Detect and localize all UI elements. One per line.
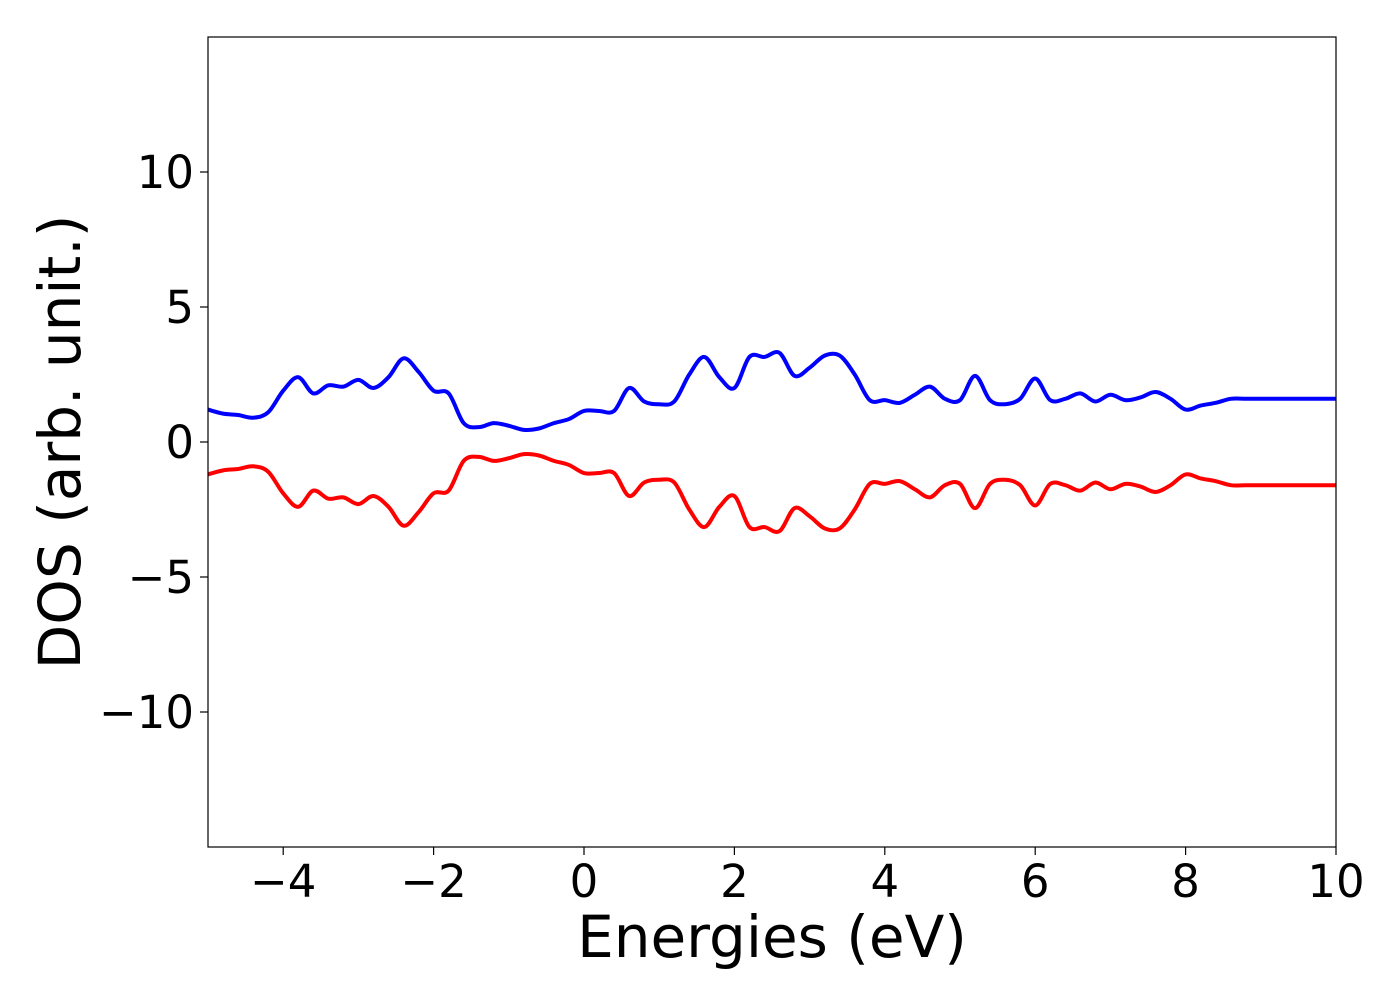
x-tick-label: −2 — [400, 855, 466, 908]
y-axis-title: DOS (arb. unit.) — [26, 215, 94, 670]
series-line-1 — [207, 350, 1336, 432]
x-tick-label: −4 — [250, 855, 316, 908]
x-tick-label: 0 — [570, 855, 599, 908]
x-tick-label: 4 — [870, 855, 899, 908]
x-axis-title: Energies (eV) — [577, 903, 967, 971]
y-tick-label: −5 — [128, 551, 194, 604]
y-tick-label: −10 — [99, 686, 194, 739]
series-group — [207, 350, 1336, 534]
y-tick-label: 10 — [137, 146, 194, 199]
x-tick-label: 8 — [1171, 855, 1200, 908]
x-tick-label: 10 — [1307, 855, 1364, 908]
x-tick-label: 2 — [720, 855, 749, 908]
x-axis-ticks: −4 −2 0 2 4 6 8 10 — [250, 847, 1365, 908]
x-tick-label: 6 — [1021, 855, 1050, 908]
series-line-2 — [207, 452, 1336, 534]
plot-area — [207, 36, 1337, 848]
y-axis-ticks: −10 −5 0 5 10 — [99, 146, 208, 739]
plot-frame — [207, 36, 1337, 848]
y-tick-label: 0 — [165, 416, 194, 469]
y-tick-label: 5 — [165, 281, 194, 334]
